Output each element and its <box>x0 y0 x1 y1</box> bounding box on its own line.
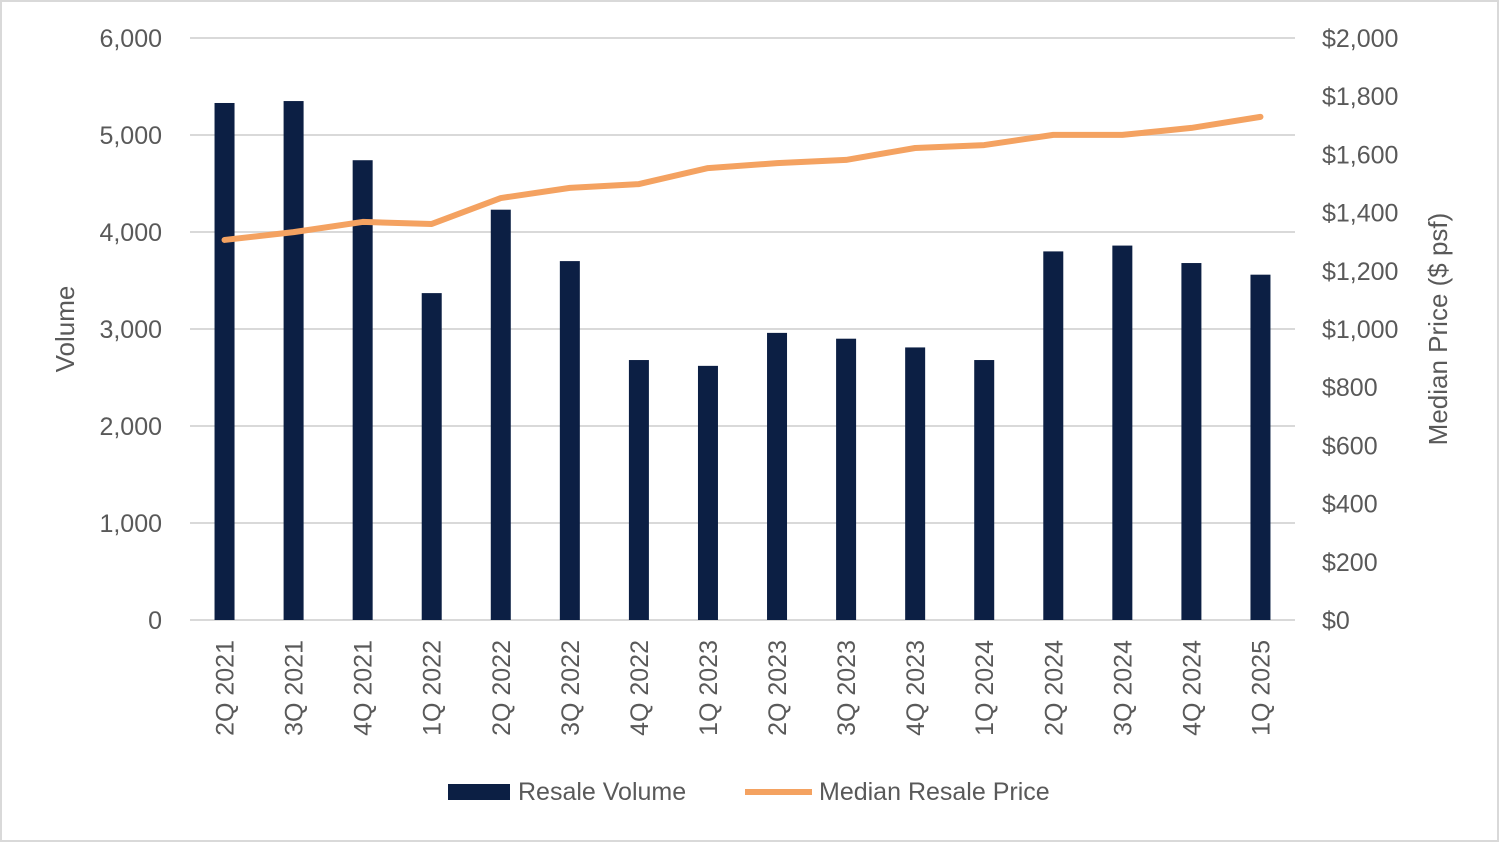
y-tick-label: 4,000 <box>99 219 162 247</box>
x-tick-label: 1Q 2022 <box>419 640 447 736</box>
x-tick-label: 2Q 2024 <box>1040 640 1068 736</box>
legend-label-price: Median Resale Price <box>819 778 1050 806</box>
y2-axis-title: Median Price ($ psf) <box>1423 213 1453 446</box>
y2-tick-label: $1,000 <box>1322 316 1398 344</box>
x-tick-label: 3Q 2022 <box>557 640 585 736</box>
bar-2Q-2023 <box>767 332 788 620</box>
bar-4Q-2022 <box>628 360 649 620</box>
y2-tick-label: $800 <box>1322 374 1378 402</box>
y-tick-label: 6,000 <box>99 25 162 53</box>
x-tick-label: 4Q 2024 <box>1178 640 1206 736</box>
x-tick-label: 1Q 2025 <box>1247 640 1275 736</box>
y-tick-label: 0 <box>148 607 162 635</box>
bar-2Q-2024 <box>1043 251 1064 620</box>
x-tick-label: 3Q 2021 <box>281 640 309 736</box>
x-tick-label: 2Q 2022 <box>488 640 516 736</box>
y2-tick-label: $1,400 <box>1322 200 1398 228</box>
x-tick-label: 2Q 2021 <box>212 640 240 736</box>
y-tick-label: 2,000 <box>99 413 162 441</box>
bar-4Q-2023 <box>905 347 926 620</box>
x-tick-label: 3Q 2023 <box>833 640 861 736</box>
price-line <box>221 113 1264 243</box>
x-tick-label: 4Q 2021 <box>350 640 378 736</box>
y2-tick-label: $400 <box>1322 491 1378 519</box>
x-tick-label: 3Q 2024 <box>1109 640 1137 736</box>
y2-tick-label: $200 <box>1322 549 1378 577</box>
bar-1Q-2022 <box>421 293 442 620</box>
bar-4Q-2024 <box>1181 263 1202 620</box>
x-tick-label: 4Q 2023 <box>902 640 930 736</box>
y2-tick-label: $1,600 <box>1322 141 1398 169</box>
y2-tick-label: $1,800 <box>1322 83 1398 111</box>
bar-3Q-2022 <box>559 261 580 620</box>
x-tick-label: 1Q 2024 <box>971 640 999 736</box>
x-tick-label: 1Q 2023 <box>695 640 723 736</box>
bar-1Q-2025 <box>1250 274 1271 620</box>
bar-3Q-2024 <box>1112 245 1133 620</box>
bar-4Q-2021 <box>352 160 373 620</box>
y-tick-label: 5,000 <box>99 122 162 150</box>
legend-swatch-volume <box>448 784 510 800</box>
y-axis-title: Volume <box>50 286 80 373</box>
bar-3Q-2021 <box>283 101 304 621</box>
legend: Resale Volume Median Resale Price <box>448 778 1050 806</box>
y2-tick-label: $1,200 <box>1322 258 1398 286</box>
bar-2Q-2022 <box>490 209 511 620</box>
y-tick-label: 3,000 <box>99 316 162 344</box>
y2-tick-label: $600 <box>1322 432 1378 460</box>
x-tick-label: 2Q 2023 <box>764 640 792 736</box>
bar-1Q-2024 <box>974 360 995 620</box>
y-tick-label: 1,000 <box>99 510 162 538</box>
y2-tick-label: $0 <box>1322 607 1350 635</box>
bar-2Q-2021 <box>214 102 235 621</box>
x-tick-label: 4Q 2022 <box>626 640 654 736</box>
y2-tick-label: $2,000 <box>1322 25 1398 53</box>
legend-label-volume: Resale Volume <box>518 778 686 806</box>
bar-3Q-2023 <box>836 338 857 620</box>
bar-1Q-2023 <box>697 365 718 620</box>
